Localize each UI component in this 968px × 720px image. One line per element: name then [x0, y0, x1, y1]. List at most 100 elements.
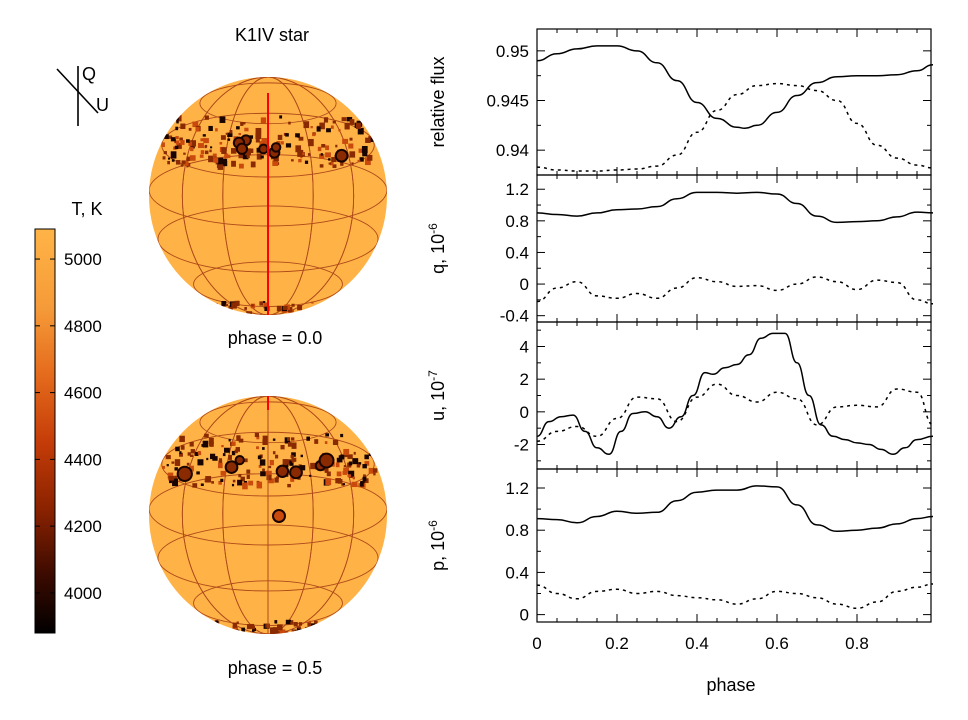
star-spot: [364, 461, 370, 466]
star-spot: [328, 158, 331, 161]
star-spot: [318, 631, 321, 634]
large-star-spot: [176, 465, 193, 482]
star-spot: [204, 115, 209, 120]
star-spot: [270, 627, 276, 634]
star-spot: [201, 444, 204, 447]
star-spot: [373, 471, 376, 475]
star-spot: [302, 152, 305, 156]
star-spot: [284, 463, 289, 468]
star-spot: [232, 311, 239, 315]
star-spot: [360, 481, 364, 487]
star-spot: [303, 311, 309, 315]
star-spot: [255, 133, 262, 140]
star-spot: [176, 117, 179, 121]
star-spot: [189, 155, 196, 161]
large-star-spot: [275, 464, 290, 479]
star-spot: [194, 451, 199, 456]
star-spot: [246, 469, 251, 474]
star-spot: [256, 435, 260, 440]
star-spot: [261, 138, 268, 146]
star-spot: [189, 442, 194, 447]
star-spot: [364, 454, 369, 460]
star-spot: [280, 141, 284, 145]
star-spot: [312, 133, 316, 137]
star-spot: [246, 474, 250, 479]
star-spot: [332, 439, 339, 445]
star-spot: [210, 146, 213, 149]
star-spot: [203, 304, 208, 309]
star-spot: [357, 127, 364, 135]
star-spot: [242, 482, 248, 490]
star-spot: [202, 440, 209, 448]
star-spot: [238, 132, 242, 136]
star-spot: [176, 114, 182, 122]
star-spot: [188, 127, 192, 131]
star-spot: [172, 478, 179, 487]
colorbar-title: T, K: [71, 199, 102, 219]
star-spot: [241, 627, 246, 632]
star-spot: [174, 141, 177, 144]
star-spot: [297, 305, 303, 311]
star-spot: [215, 128, 218, 132]
star-spot: [166, 464, 169, 467]
star-spot: [211, 481, 214, 484]
star-spot: [353, 451, 356, 455]
large-star-spot: [224, 460, 239, 474]
star-spot: [358, 148, 363, 153]
meridian-line: [181, 77, 355, 315]
star-spot: [349, 151, 356, 158]
star-phase-0: phase = 0.0: [149, 77, 387, 348]
star-spot: [225, 311, 229, 315]
star-spot: [282, 306, 288, 310]
star-spot: [317, 146, 322, 152]
star-spot: [220, 135, 226, 140]
star-spot: [300, 454, 303, 458]
star-spot: [256, 153, 262, 160]
star-spot: [254, 432, 260, 438]
star-spot: [258, 464, 262, 468]
star-spot: [331, 629, 336, 634]
star-spot: [220, 628, 224, 632]
star-spot: [242, 122, 246, 125]
star-spot: [256, 446, 259, 450]
star-spot: [199, 154, 204, 158]
star-spot: [213, 304, 217, 308]
star-spot: [315, 308, 322, 315]
star-spot: [209, 149, 212, 153]
star-spot: [275, 631, 282, 634]
star-spot: [243, 480, 248, 485]
star-spot: [368, 467, 374, 474]
star-spot: [231, 302, 237, 309]
star-spot: [197, 450, 201, 455]
star-spot: [343, 465, 347, 468]
star-caption: phase = 0.0: [228, 328, 323, 348]
star-spot: [324, 467, 329, 473]
star-spot: [287, 483, 291, 488]
star-spot: [352, 476, 355, 480]
star-spot: [186, 462, 190, 466]
star-spot: [244, 306, 247, 310]
star-spot: [329, 304, 332, 307]
star-spot: [340, 454, 345, 460]
star-spot: [162, 156, 166, 160]
star-spot: [367, 154, 373, 161]
star-spot: [299, 631, 303, 634]
star-spot: [282, 459, 288, 466]
star-spot: [231, 441, 236, 446]
star-spot: [195, 126, 200, 132]
star-spot: [323, 468, 326, 472]
colorbar-tick-label: 4800: [64, 317, 102, 336]
star-spot: [355, 122, 361, 129]
star-spot: [348, 143, 354, 149]
star-spot: [363, 474, 366, 478]
star-spot: [304, 626, 310, 632]
star-spot: [171, 461, 175, 464]
star-spot: [346, 116, 353, 122]
star-spot: [373, 452, 377, 457]
star-spot: [338, 455, 343, 460]
star-spot: [332, 164, 337, 168]
colorbar-gradient: [34, 228, 56, 634]
star-spot: [203, 138, 209, 144]
y-tick-label: 0.8: [505, 212, 529, 231]
star-spot: [312, 627, 317, 632]
